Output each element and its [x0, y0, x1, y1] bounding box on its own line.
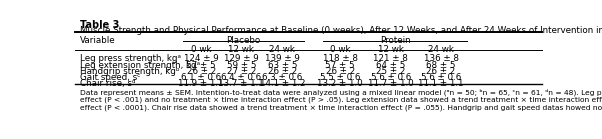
Text: 68 ± 5: 68 ± 5 [426, 61, 456, 70]
Text: 59 ± 5: 59 ± 5 [226, 61, 256, 70]
Text: 26 ± 2: 26 ± 2 [326, 67, 355, 76]
Text: 124 ± 9: 124 ± 9 [184, 54, 219, 63]
Text: 5.5 ± 0.6: 5.5 ± 0.6 [320, 73, 361, 82]
Text: Chair rise, sᵈ: Chair rise, sᵈ [80, 79, 135, 88]
Text: 26 ± 2: 26 ± 2 [187, 67, 216, 76]
Text: 6.1 ± 0.6: 6.1 ± 0.6 [181, 73, 222, 82]
Text: 57 ± 5: 57 ± 5 [326, 61, 355, 70]
Text: Leg extension strength, kgᵃ: Leg extension strength, kgᵃ [80, 61, 200, 70]
Text: 13.2 ± 1.0: 13.2 ± 1.0 [317, 79, 363, 88]
Text: 6.4 ± 0.6: 6.4 ± 0.6 [222, 73, 261, 82]
Text: Data represent means ± SEM. Intention-to-treat data were analyzed using a mixed : Data represent means ± SEM. Intention-to… [80, 89, 602, 96]
Text: 13.7 ± 1.1: 13.7 ± 1.1 [219, 79, 264, 88]
Text: 57 ± 5: 57 ± 5 [187, 61, 216, 70]
Text: 11.9 ± 1.1: 11.9 ± 1.1 [178, 79, 224, 88]
Text: Gait speed, sᶜ: Gait speed, sᶜ [80, 73, 140, 82]
Text: Leg press strength, kgᵃ: Leg press strength, kgᵃ [80, 54, 181, 63]
Text: 11.1 ± 1.1: 11.1 ± 1.1 [418, 79, 464, 88]
Text: effect (P < .001) and no treatment × time interaction effect (P > .05). Leg exte: effect (P < .001) and no treatment × tim… [80, 96, 602, 103]
Text: 27 ± 2: 27 ± 2 [227, 67, 256, 76]
Text: Handgrip strength, kgᵇ: Handgrip strength, kgᵇ [80, 67, 179, 76]
Text: 118 ± 8: 118 ± 8 [323, 54, 358, 63]
Text: 5.6 ± 0.6: 5.6 ± 0.6 [370, 73, 411, 82]
Text: 6.3 ± 0.6: 6.3 ± 0.6 [262, 73, 303, 82]
Text: 14.1 ± 1.2: 14.1 ± 1.2 [259, 79, 305, 88]
Text: 26 ± 2: 26 ± 2 [268, 67, 297, 76]
Text: Muscle Strength and Physical Performance at Baseline (0 weeks), After 12 Weeks, : Muscle Strength and Physical Performance… [80, 26, 602, 35]
Text: 11.7 ± 1.0: 11.7 ± 1.0 [368, 79, 414, 88]
Text: Variable: Variable [80, 36, 116, 45]
Text: Placebo: Placebo [226, 36, 260, 45]
Text: Table 3: Table 3 [80, 20, 119, 30]
Text: 136 ± 8: 136 ± 8 [424, 54, 459, 63]
Text: 24 wk: 24 wk [428, 45, 454, 54]
Text: 63 ± 5: 63 ± 5 [268, 61, 297, 70]
Text: 129 ± 9: 129 ± 9 [224, 54, 259, 63]
Text: Protein: Protein [380, 36, 411, 45]
Text: 26 ± 2: 26 ± 2 [426, 67, 456, 76]
Text: effect (P < .0001). Chair rise data showed a trend treatment × time interaction : effect (P < .0001). Chair rise data show… [80, 104, 602, 111]
Text: 0 wk: 0 wk [330, 45, 350, 54]
Text: 12 wk: 12 wk [228, 45, 254, 54]
Text: 25 ± 2: 25 ± 2 [376, 67, 405, 76]
Text: 64 ± 5: 64 ± 5 [376, 61, 405, 70]
Text: 139 ± 9: 139 ± 9 [265, 54, 300, 63]
Text: 5.6 ± 0.6: 5.6 ± 0.6 [421, 73, 461, 82]
Text: 12 wk: 12 wk [377, 45, 403, 54]
Text: 121 ± 8: 121 ± 8 [373, 54, 408, 63]
Text: 0 wk: 0 wk [191, 45, 211, 54]
Text: 24 wk: 24 wk [270, 45, 296, 54]
